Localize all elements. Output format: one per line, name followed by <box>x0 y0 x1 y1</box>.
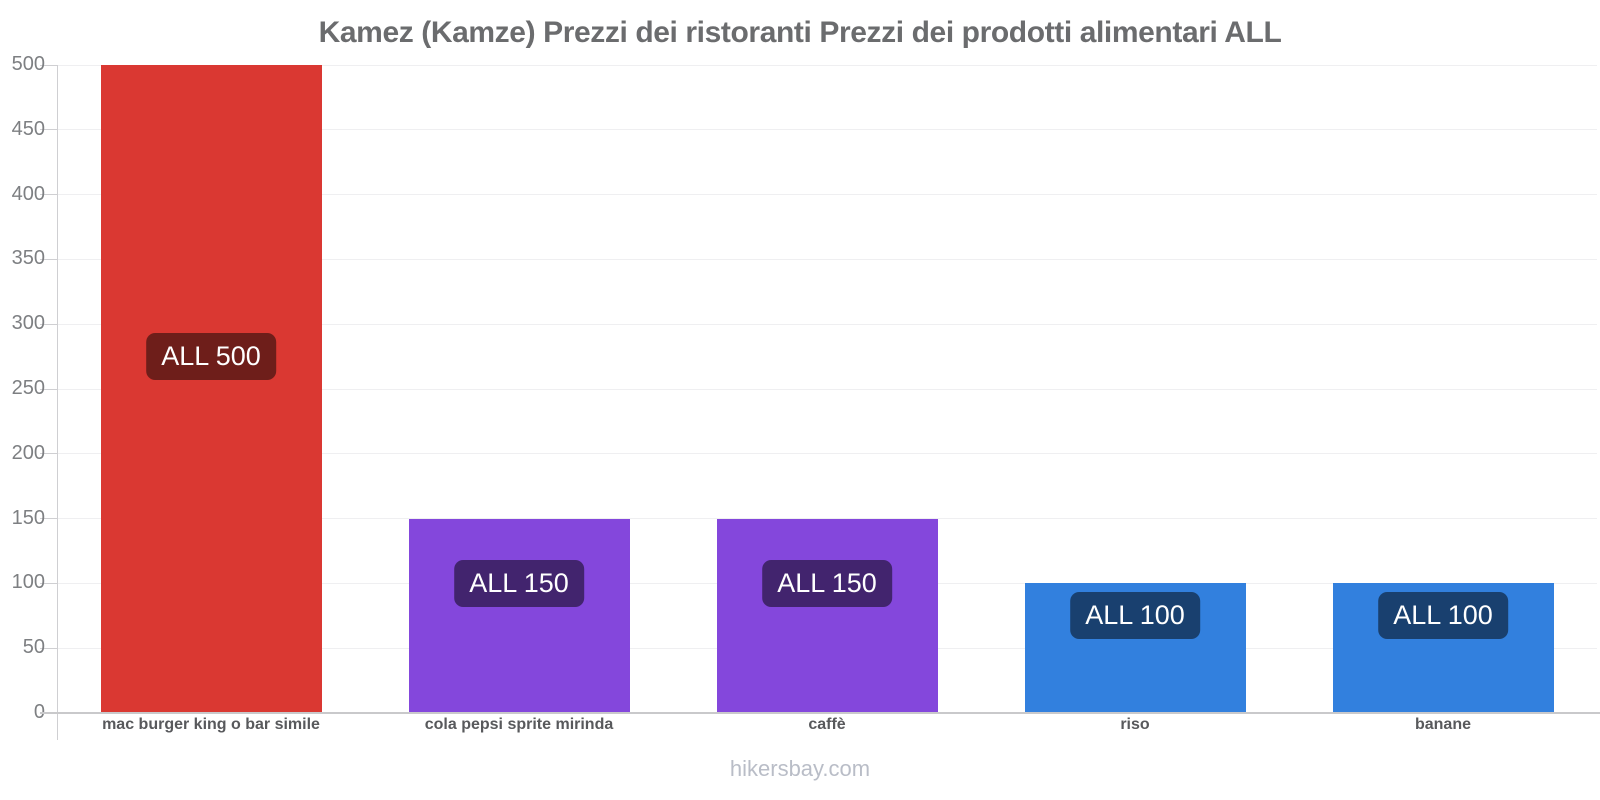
y-axis-tick <box>40 647 57 649</box>
y-axis-tick <box>40 518 57 520</box>
y-axis-tick <box>40 323 57 325</box>
y-axis-line <box>57 65 58 740</box>
y-axis-tick-label: 300 <box>11 312 45 335</box>
y-axis-tick <box>40 129 57 131</box>
gridline <box>57 194 1597 196</box>
bar-value-badge: ALL 150 <box>454 559 584 607</box>
gridline <box>57 453 1597 455</box>
bar-value-badge: ALL 100 <box>1070 592 1200 640</box>
y-axis-tick <box>40 388 57 390</box>
y-axis-tick <box>40 258 57 260</box>
gridline <box>57 388 1597 390</box>
gridline <box>57 258 1597 260</box>
bar-value-badge: ALL 500 <box>146 333 276 380</box>
y-axis-tick-label: 450 <box>11 117 45 140</box>
x-axis-label: mac burger king o bar simile <box>102 716 320 733</box>
y-axis-tick-label: 400 <box>11 182 45 205</box>
gridline <box>57 323 1597 325</box>
y-axis-tick <box>40 582 57 584</box>
y-axis-tick-label: 150 <box>11 506 45 529</box>
gridline <box>57 129 1597 131</box>
bar[interactable]: ALL 500 <box>100 65 322 713</box>
bar[interactable]: ALL 100 <box>1024 583 1246 713</box>
y-axis-tick <box>40 194 57 196</box>
y-axis-tick-label: 200 <box>11 441 45 464</box>
x-axis-label: cola pepsi sprite mirinda <box>424 716 614 733</box>
y-axis-tick <box>40 64 57 66</box>
x-axis-label: caffè <box>808 716 846 733</box>
gridline <box>57 64 1597 66</box>
y-axis-tick-label: 500 <box>11 53 45 75</box>
y-axis-tick-label: 100 <box>11 571 45 594</box>
bar-value-badge: ALL 150 <box>762 559 892 607</box>
y-axis-tick-label: 50 <box>22 636 45 659</box>
bar-value-badge: ALL 100 <box>1378 592 1508 640</box>
y-axis-tick-label: 350 <box>11 247 45 270</box>
y-axis-tick-label: 0 <box>0 701 45 724</box>
chart-title: Kamez (Kamze) Prezzi dei ristoranti Prez… <box>318 16 1282 49</box>
x-axis-label: banane <box>1414 716 1471 733</box>
bar[interactable]: ALL 150 <box>408 518 630 713</box>
y-axis-tick <box>40 453 57 455</box>
x-axis-line <box>40 712 1600 714</box>
bar[interactable]: ALL 100 <box>1332 583 1554 713</box>
x-axis-label: riso <box>1120 716 1150 733</box>
footer-watermark: hikersbay.com <box>729 756 871 781</box>
y-axis-tick-label: 250 <box>11 377 45 399</box>
bar[interactable]: ALL 150 <box>716 518 938 713</box>
